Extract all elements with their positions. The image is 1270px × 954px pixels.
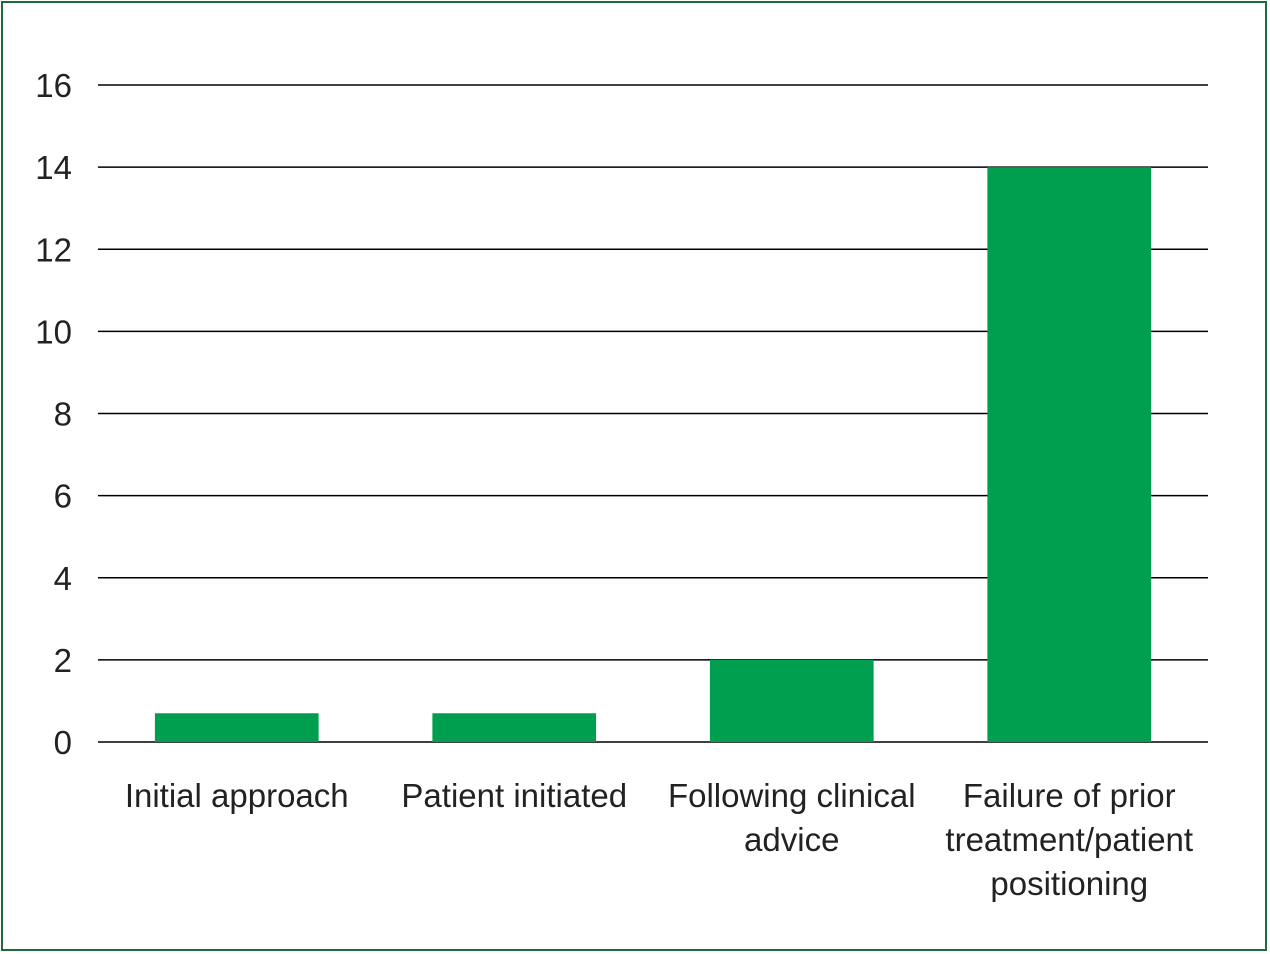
y-tick-label: 8: [54, 396, 72, 433]
x-category-label-line: Initial approach: [125, 777, 349, 814]
x-category-label-line: Failure of prior: [963, 777, 1176, 814]
x-category-label: Failure of prior treatment/patient positio…: [945, 777, 1193, 902]
x-category-label-line: treatment/patient: [945, 821, 1193, 858]
y-tick-label: 0: [54, 724, 72, 761]
bar-3: [987, 167, 1152, 742]
bar-1: [432, 713, 597, 742]
y-tick-label: 4: [54, 560, 72, 597]
x-category-label-line: Patient initiated: [401, 777, 627, 814]
y-tick-label: 10: [35, 313, 72, 350]
x-axis-categories: Initial approach Patient initiated Followi…: [125, 777, 1193, 902]
x-category-label: Initial approach: [125, 777, 349, 814]
y-tick-label: 6: [54, 478, 72, 515]
bar-2: [709, 659, 874, 742]
y-tick-label: 2: [54, 642, 72, 679]
x-category-label-line: advice: [744, 821, 839, 858]
x-category-label-line: positioning: [990, 865, 1148, 902]
y-tick-label: 16: [35, 67, 72, 104]
y-axis-ticks: 0 2 4 6 8 10 12 14 16: [35, 67, 72, 761]
x-category-label-line: Following clinical: [668, 777, 916, 814]
bars: [154, 167, 1152, 742]
y-tick-label: 14: [35, 149, 72, 186]
bar-0: [154, 713, 319, 742]
x-category-label: Patient initiated: [401, 777, 627, 814]
y-tick-label: 12: [35, 231, 72, 268]
x-category-label: Following clinical advice: [668, 777, 916, 858]
